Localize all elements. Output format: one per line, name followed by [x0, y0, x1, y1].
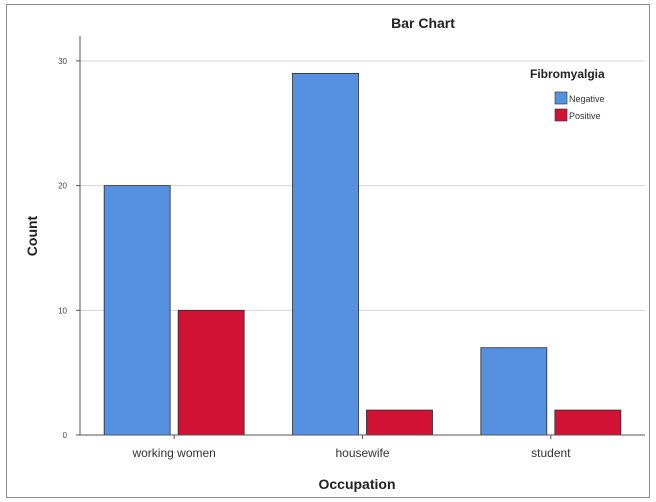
legend-swatch-negative [554, 91, 568, 105]
x-tick-label: student [531, 446, 571, 460]
legend-swatch-positive [554, 108, 568, 122]
bar-negative-student [480, 347, 548, 436]
legend: Fibromyalgia Negative Positive [530, 67, 605, 122]
x-axis-title: Occupation [318, 476, 395, 492]
bar-negative-housewife [292, 73, 359, 436]
legend-label-positive: Positive [569, 111, 601, 121]
bar-positive-housewife [366, 409, 433, 436]
legend-label-negative: Negative [569, 94, 605, 104]
gridlines [80, 60, 645, 311]
y-tick-label: 10 [58, 306, 67, 315]
y-axis-title: Count [24, 215, 40, 256]
bar-positive-working-women [177, 309, 245, 436]
x-tick-label: housewife [335, 446, 389, 460]
y-tick-label: 20 [58, 182, 67, 191]
legend-title: Fibromyalgia [530, 67, 605, 81]
bar-negative-working-women [103, 185, 171, 436]
y-tick-label: 30 [58, 57, 67, 66]
bars [103, 73, 622, 436]
x-tick-label: working women [131, 446, 215, 460]
chart-title: Bar Chart [391, 15, 455, 31]
axes: 0 10 20 30 working women housewife student [58, 36, 645, 460]
bar-positive-student [554, 409, 622, 436]
y-tick-label: 0 [63, 431, 68, 440]
